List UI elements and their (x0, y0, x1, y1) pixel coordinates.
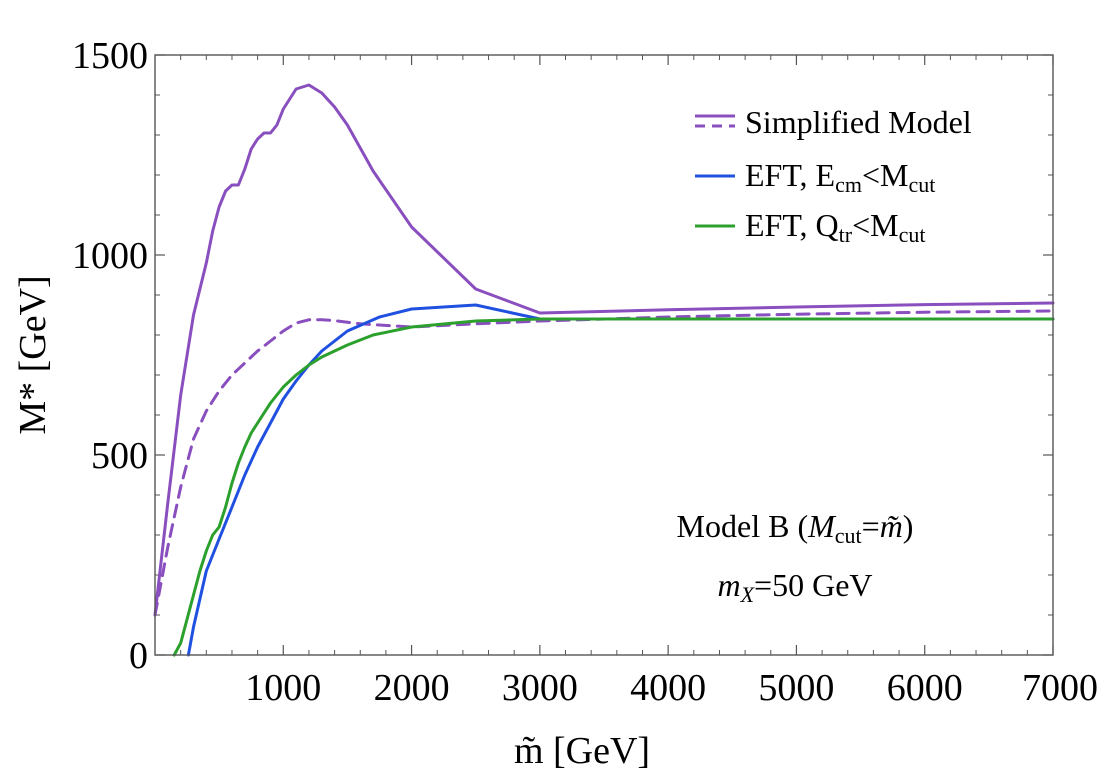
x-tick-label: 4000 (630, 667, 706, 709)
x-tick-label: 1000 (245, 667, 321, 709)
mx-sub: X (740, 582, 756, 607)
model-close: ) (903, 508, 914, 544)
ecm-sub2: cut (908, 172, 935, 197)
x-tick-label: 5000 (758, 667, 834, 709)
y-tick-label: 0 (129, 635, 148, 677)
y-axis-title: M* [GeV] (12, 275, 54, 434)
model-prefix: Model B ( (677, 508, 809, 544)
annotation-model: Model B (Mcut=m̃) (677, 508, 914, 548)
qtr-sub2: cut (899, 222, 926, 247)
ecm-prefix: EFT, E (745, 157, 835, 193)
legend: Simplified Model EFT, Ecm<Mcut EFT, Qtr<… (695, 104, 972, 247)
legend-label-simplified: Simplified Model (745, 104, 972, 140)
ecm-mid: <M (862, 157, 909, 193)
qtr-mid: <M (852, 207, 899, 243)
x-tick-label: 3000 (502, 667, 578, 709)
series-layer (153, 83, 1055, 657)
annotation-mx: mX=50 GeV (717, 567, 872, 607)
model-m: M (807, 508, 837, 544)
mx-m: m (717, 567, 740, 603)
x-axis-title: m̃ [GeV] (514, 730, 650, 772)
legend-label-ecm: EFT, Ecm<Mcut (745, 157, 935, 197)
y-tick-label: 500 (91, 435, 148, 477)
qtr-prefix: EFT, Q (745, 207, 839, 243)
y-tick-label: 1000 (72, 235, 148, 277)
ecm-sub: cm (835, 172, 862, 197)
model-eq: = (862, 508, 880, 544)
x-tick-label: 2000 (374, 667, 450, 709)
tick-labels: 1000 2000 3000 4000 5000 6000 7000 0 500 1000 1500 (72, 35, 1098, 709)
series-line-3 (172, 317, 1055, 657)
y-tick-label: 1500 (72, 35, 148, 77)
mx-rest: =50 GeV (754, 567, 872, 603)
x-tick-label: 6000 (887, 667, 963, 709)
qtr-sub: tr (839, 222, 853, 247)
legend-label-qtr: EFT, Qtr<Mcut (745, 207, 925, 247)
series-line-0 (153, 83, 1055, 617)
model-sub: cut (835, 523, 862, 548)
model-mtilde: m̃ (880, 508, 903, 544)
plot-frame (154, 54, 1054, 656)
x-tick-label: 7000 (1022, 667, 1098, 709)
